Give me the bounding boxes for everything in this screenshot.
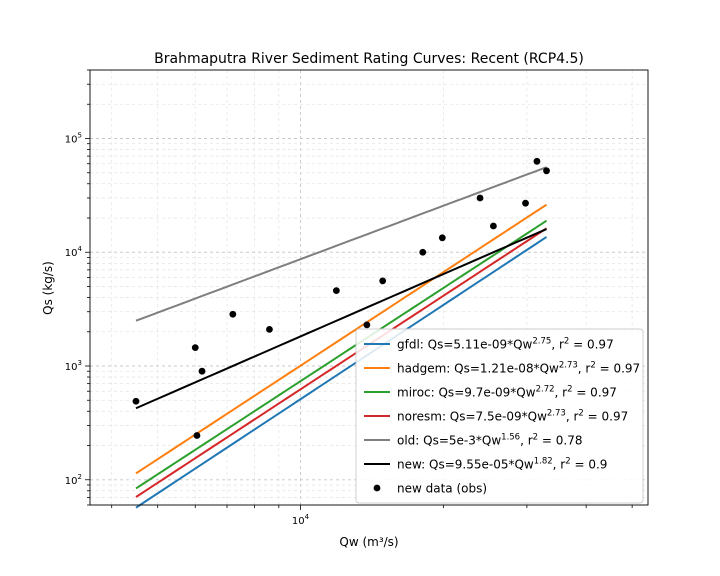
obs-point — [332, 287, 340, 295]
obs-point — [419, 248, 427, 256]
legend-box — [355, 328, 644, 504]
x-axis-label: Qw (m³/s) — [339, 535, 398, 549]
y-tick-label: 105 — [65, 131, 82, 145]
obs-point — [543, 167, 550, 175]
series-line-old — [135, 166, 547, 322]
obs-point — [476, 194, 484, 202]
y-axis-label: Qs (kg/s) — [41, 261, 55, 315]
legend-label-new: new: Qs=9.55e-05*Qw1.82, r2 = 0.9 — [397, 457, 607, 472]
series-line-new — [135, 228, 547, 410]
legend-label-obs: new data (obs) — [397, 482, 487, 496]
axes-frame — [89, 69, 649, 506]
y-tick-label: 103 — [65, 359, 82, 373]
obs-point — [363, 321, 371, 329]
series-line-gfdl — [135, 236, 548, 509]
obs-point — [229, 310, 237, 318]
series-line-noresm — [135, 227, 548, 498]
legend-label-hadgem: hadgem: Qs=1.21e-08*Qw2.73, r2 = 0.97 — [397, 361, 640, 376]
obs-point — [193, 432, 201, 439]
series-line-miroc — [135, 219, 548, 490]
obs-point — [191, 344, 199, 352]
legend-label-miroc: miroc: Qs=9.7e-09*Qw2.72, r2 = 0.97 — [397, 385, 617, 400]
obs-point — [489, 222, 497, 230]
legend-swatch-obs — [373, 484, 381, 492]
series-line-hadgem — [135, 203, 548, 475]
obs-point — [379, 277, 387, 285]
obs-point — [438, 234, 446, 242]
obs-point — [132, 397, 140, 405]
obs-point — [533, 157, 541, 165]
y-tick-label: 102 — [65, 473, 82, 487]
legend-label-noresm: noresm: Qs=7.5e-09*Qw2.73, r2 = 0.97 — [397, 409, 628, 424]
legend: gfdl: Qs=5.11e-09*Qw2.75, r2 = 0.97 hadge… — [355, 328, 644, 504]
legend-label-old: old: Qs=5e-3*Qw1.56, r2 = 0.78 — [397, 433, 582, 448]
obs-point — [522, 199, 529, 207]
obs-point — [266, 325, 273, 333]
x-tick-label: 104 — [292, 513, 310, 527]
y-tick-label: 104 — [65, 245, 83, 259]
obs-point — [198, 367, 206, 375]
legend-label-gfdl: gfdl: Qs=5.11e-09*Qw2.75, r2 = 0.97 — [397, 337, 614, 352]
chart-title: Brahmaputra River Sediment Rating Curves… — [154, 51, 584, 67]
